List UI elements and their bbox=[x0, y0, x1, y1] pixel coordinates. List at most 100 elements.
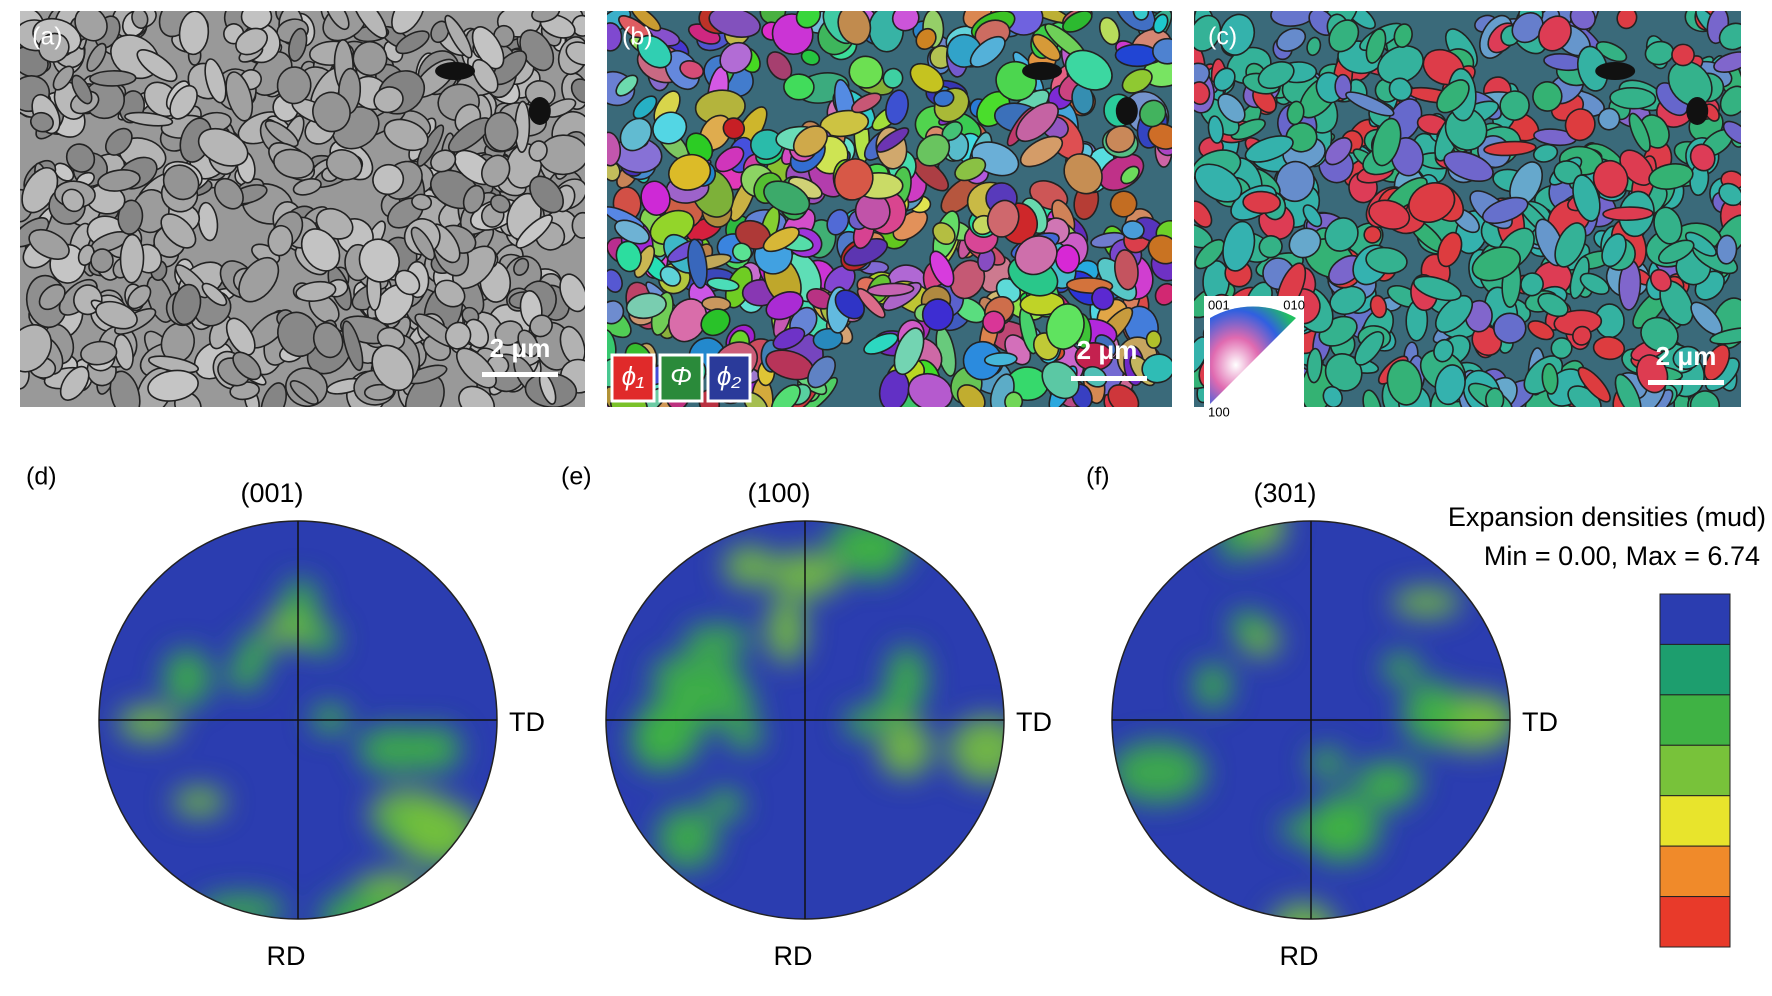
grain bbox=[762, 226, 800, 253]
grain bbox=[444, 321, 472, 350]
grain bbox=[652, 111, 688, 145]
pore bbox=[1022, 62, 1063, 80]
grain bbox=[1244, 135, 1294, 163]
grain bbox=[204, 58, 227, 104]
grain bbox=[1064, 49, 1113, 91]
grain bbox=[232, 351, 262, 381]
grain bbox=[1004, 391, 1024, 407]
grain bbox=[1577, 366, 1611, 403]
grain bbox=[1217, 93, 1246, 124]
grain bbox=[565, 41, 585, 66]
grain bbox=[1328, 19, 1360, 53]
grain bbox=[1213, 67, 1236, 92]
grain bbox=[1345, 91, 1395, 117]
grain bbox=[1649, 268, 1672, 292]
grain bbox=[529, 314, 553, 338]
axis-label: RD bbox=[774, 941, 813, 971]
scale-bar bbox=[482, 372, 558, 377]
colorbar-segment bbox=[1659, 845, 1731, 898]
grain bbox=[969, 35, 1006, 68]
grain bbox=[807, 355, 836, 389]
density-blob bbox=[726, 721, 763, 750]
grain bbox=[312, 322, 344, 359]
grain bbox=[1091, 286, 1115, 311]
grain bbox=[667, 153, 712, 191]
grain bbox=[607, 131, 622, 167]
density-blob bbox=[684, 624, 752, 655]
grain bbox=[607, 268, 623, 293]
grain bbox=[812, 327, 844, 351]
grain bbox=[89, 70, 137, 87]
grain bbox=[1031, 33, 1062, 62]
grain bbox=[1194, 238, 1225, 270]
grain bbox=[1443, 150, 1494, 183]
micrograph bbox=[1194, 11, 1741, 407]
scale-bar bbox=[1648, 380, 1724, 385]
axis-label: RD bbox=[267, 941, 306, 971]
grain bbox=[956, 384, 986, 407]
grain bbox=[1609, 86, 1657, 110]
grain bbox=[1365, 246, 1408, 275]
scale-bar-label: 2 μm bbox=[1656, 341, 1717, 371]
grain bbox=[1485, 387, 1505, 407]
ipf-label: 100 bbox=[1208, 404, 1230, 419]
grain bbox=[1362, 389, 1382, 407]
grain bbox=[235, 27, 268, 56]
grain bbox=[1120, 165, 1140, 185]
grain bbox=[1019, 135, 1064, 168]
grain bbox=[1413, 275, 1462, 302]
pore bbox=[1115, 97, 1138, 125]
grain bbox=[1667, 60, 1713, 107]
grain bbox=[1152, 13, 1169, 34]
scale-bar-label: 2 μm bbox=[490, 333, 551, 363]
density-blob bbox=[302, 625, 339, 654]
grain bbox=[65, 143, 96, 173]
grain bbox=[300, 228, 341, 272]
grain bbox=[915, 27, 937, 50]
grain bbox=[312, 91, 351, 133]
grain bbox=[434, 279, 466, 308]
grain bbox=[1601, 233, 1627, 268]
grain bbox=[1481, 196, 1529, 225]
grain bbox=[1154, 282, 1172, 306]
grain bbox=[1141, 353, 1172, 384]
density-blob bbox=[949, 716, 1004, 783]
grain bbox=[410, 226, 436, 261]
grain bbox=[866, 282, 915, 297]
grain bbox=[529, 175, 564, 214]
grain bbox=[1684, 231, 1717, 257]
grain bbox=[276, 66, 312, 105]
pore bbox=[1595, 62, 1636, 80]
grain bbox=[1145, 330, 1162, 349]
pole-figure-title: (100) bbox=[747, 478, 810, 508]
density-blobs bbox=[631, 521, 1004, 870]
colorbar-segment bbox=[1659, 795, 1731, 847]
grain bbox=[515, 214, 553, 249]
grain bbox=[1114, 249, 1139, 291]
grain bbox=[783, 73, 815, 101]
axis-label: TD bbox=[1522, 707, 1558, 737]
density-blob bbox=[1308, 748, 1345, 777]
grain bbox=[559, 273, 585, 313]
grain bbox=[260, 382, 287, 407]
grain bbox=[325, 11, 350, 31]
density-blob bbox=[163, 649, 211, 707]
grain bbox=[1709, 326, 1741, 345]
grain bbox=[1368, 199, 1411, 230]
grain bbox=[238, 256, 280, 303]
grain bbox=[1408, 182, 1456, 224]
grain bbox=[1306, 347, 1323, 384]
grain bbox=[1520, 272, 1544, 297]
grain bbox=[456, 347, 497, 389]
grain bbox=[1569, 11, 1596, 31]
grain bbox=[136, 49, 178, 83]
micrograph bbox=[607, 11, 1172, 407]
grain bbox=[982, 310, 1006, 334]
panel-label: (f) bbox=[1086, 463, 1110, 491]
ipf-label: 001 bbox=[1208, 297, 1230, 312]
grain bbox=[632, 95, 658, 120]
grain bbox=[1437, 231, 1463, 268]
grain bbox=[411, 193, 433, 211]
grain bbox=[352, 11, 388, 39]
grain bbox=[1230, 118, 1266, 141]
